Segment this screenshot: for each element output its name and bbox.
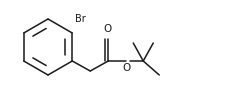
Text: Br: Br <box>75 14 86 24</box>
Text: O: O <box>122 63 130 73</box>
Text: O: O <box>103 24 111 34</box>
